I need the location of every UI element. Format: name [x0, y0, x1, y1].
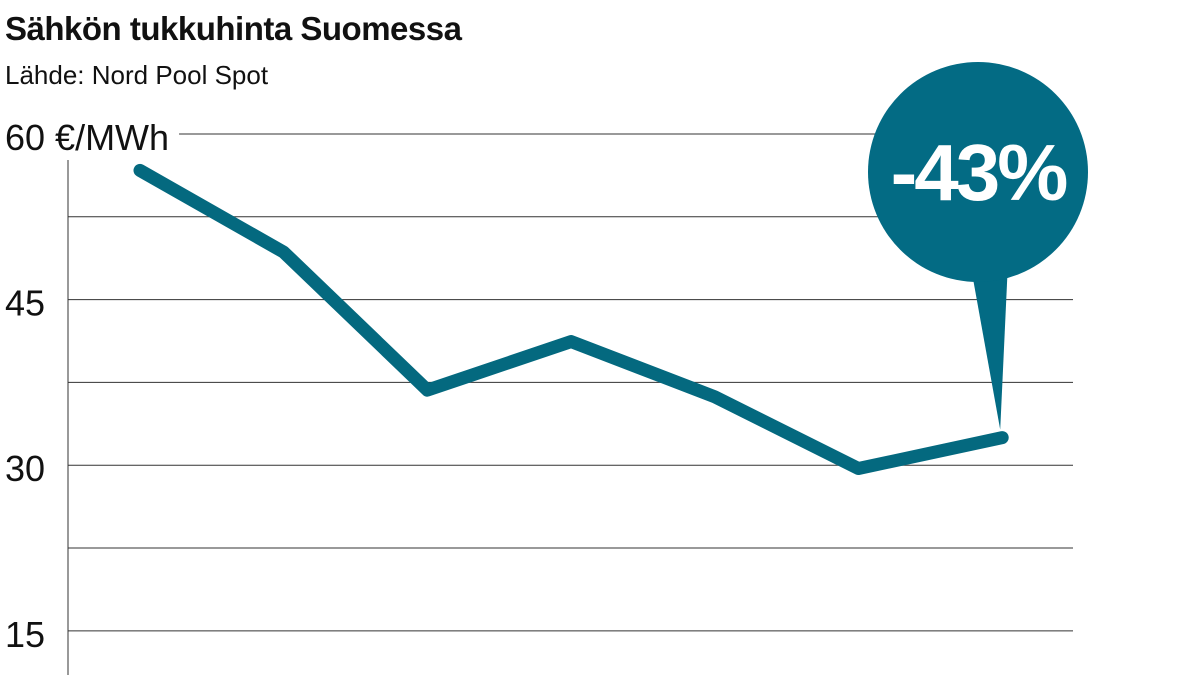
annotation-pointer	[970, 262, 1008, 430]
data-line	[133, 163, 1009, 476]
chart-title: Sähkön tukkuhinta Suomessa	[5, 10, 463, 47]
y-tick-label: 15	[5, 614, 45, 655]
y-tick-label: 60 €/MWh	[5, 117, 169, 158]
chart-subtitle: Lähde: Nord Pool Spot	[5, 60, 269, 90]
y-tick-label: 30	[5, 448, 45, 489]
y-tick-label: 45	[5, 283, 45, 324]
annotation-bubble	[868, 62, 1088, 282]
annotation-label: -43%	[891, 128, 1068, 217]
